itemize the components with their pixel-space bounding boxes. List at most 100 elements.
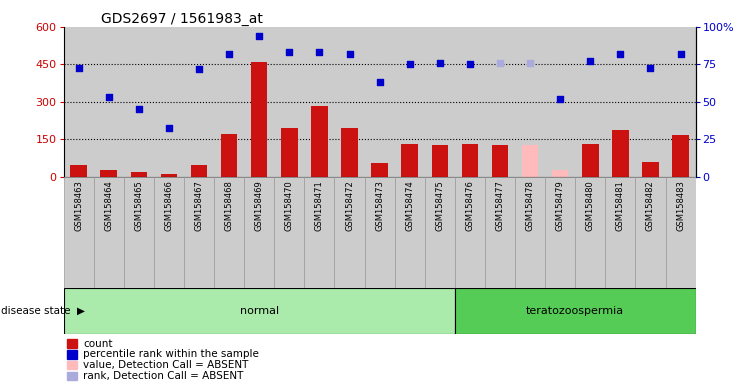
Text: value, Detection Call = ABSENT: value, Detection Call = ABSENT xyxy=(83,360,248,370)
Text: GSM158468: GSM158468 xyxy=(224,180,233,231)
Bar xyxy=(432,146,448,177)
Bar xyxy=(462,144,478,177)
Bar xyxy=(123,27,154,177)
Bar xyxy=(221,134,237,177)
Bar xyxy=(636,177,666,288)
Text: GSM158473: GSM158473 xyxy=(375,180,384,231)
Bar xyxy=(281,128,298,177)
Bar xyxy=(582,144,598,177)
Point xyxy=(675,51,687,58)
Bar xyxy=(275,27,304,177)
Bar xyxy=(485,27,515,177)
Bar xyxy=(395,27,425,177)
Point xyxy=(373,79,386,85)
Text: GSM158480: GSM158480 xyxy=(586,180,595,231)
Bar xyxy=(666,177,696,288)
Bar xyxy=(672,136,689,177)
Point xyxy=(73,65,85,71)
Bar xyxy=(341,128,358,177)
Bar xyxy=(455,177,485,288)
Bar xyxy=(304,27,334,177)
Bar xyxy=(455,27,485,177)
Point xyxy=(434,60,446,66)
Point xyxy=(554,96,566,103)
Text: GSM158467: GSM158467 xyxy=(194,180,203,231)
Text: teratozoospermia: teratozoospermia xyxy=(526,306,625,316)
Bar xyxy=(64,27,94,177)
Point xyxy=(223,51,235,58)
Bar xyxy=(395,177,425,288)
Text: GSM158472: GSM158472 xyxy=(345,180,354,231)
Bar xyxy=(161,174,177,177)
Text: GSM158479: GSM158479 xyxy=(556,180,565,231)
Text: GSM158475: GSM158475 xyxy=(435,180,444,231)
Bar xyxy=(605,27,636,177)
Bar xyxy=(70,166,87,177)
Text: GSM158483: GSM158483 xyxy=(676,180,685,231)
Point xyxy=(404,61,416,68)
Point xyxy=(102,94,114,100)
Bar xyxy=(214,27,244,177)
Text: normal: normal xyxy=(239,306,279,316)
Text: disease state  ▶: disease state ▶ xyxy=(1,306,85,316)
Bar xyxy=(334,27,364,177)
Point xyxy=(133,106,145,112)
Text: GSM158463: GSM158463 xyxy=(74,180,83,231)
Bar xyxy=(184,27,214,177)
Bar xyxy=(64,288,455,334)
Point xyxy=(494,60,506,66)
Bar xyxy=(515,177,545,288)
Text: GSM158476: GSM158476 xyxy=(465,180,474,231)
Bar xyxy=(575,27,605,177)
Text: GSM158466: GSM158466 xyxy=(165,180,174,231)
Text: GSM158474: GSM158474 xyxy=(405,180,414,231)
Text: GDS2697 / 1561983_at: GDS2697 / 1561983_at xyxy=(101,12,263,25)
Bar xyxy=(425,177,455,288)
Bar xyxy=(552,170,568,177)
Point xyxy=(464,61,476,68)
Bar xyxy=(94,27,123,177)
Point xyxy=(343,51,355,58)
Bar xyxy=(636,27,666,177)
Bar xyxy=(244,177,275,288)
Point xyxy=(193,66,205,73)
Bar xyxy=(425,27,455,177)
Bar xyxy=(485,177,515,288)
Bar xyxy=(612,131,628,177)
Bar xyxy=(575,177,605,288)
Bar xyxy=(64,177,94,288)
Bar xyxy=(304,177,334,288)
Bar xyxy=(371,163,388,177)
Text: count: count xyxy=(83,339,112,349)
Text: GSM158477: GSM158477 xyxy=(495,180,504,231)
Bar xyxy=(214,177,244,288)
Point xyxy=(524,60,536,66)
Bar xyxy=(191,166,207,177)
Text: percentile rank within the sample: percentile rank within the sample xyxy=(83,349,259,359)
Point xyxy=(283,49,295,55)
Bar xyxy=(455,288,696,334)
Bar xyxy=(515,27,545,177)
Bar xyxy=(334,177,364,288)
Point xyxy=(254,33,266,39)
Point xyxy=(614,51,626,58)
Bar xyxy=(545,177,575,288)
Bar xyxy=(364,177,395,288)
Text: GSM158482: GSM158482 xyxy=(646,180,655,231)
Bar xyxy=(251,62,268,177)
Text: GSM158471: GSM158471 xyxy=(315,180,324,231)
Bar xyxy=(402,144,418,177)
Bar xyxy=(311,106,328,177)
Text: GSM158478: GSM158478 xyxy=(526,180,535,231)
Text: GSM158481: GSM158481 xyxy=(616,180,625,231)
Text: GSM158464: GSM158464 xyxy=(104,180,113,231)
Text: rank, Detection Call = ABSENT: rank, Detection Call = ABSENT xyxy=(83,371,243,381)
Text: GSM158470: GSM158470 xyxy=(285,180,294,231)
Bar xyxy=(364,27,395,177)
Text: GSM158469: GSM158469 xyxy=(255,180,264,231)
Bar xyxy=(184,177,214,288)
Bar xyxy=(491,146,509,177)
Bar xyxy=(522,146,539,177)
Text: GSM158465: GSM158465 xyxy=(135,180,144,231)
Bar xyxy=(545,27,575,177)
